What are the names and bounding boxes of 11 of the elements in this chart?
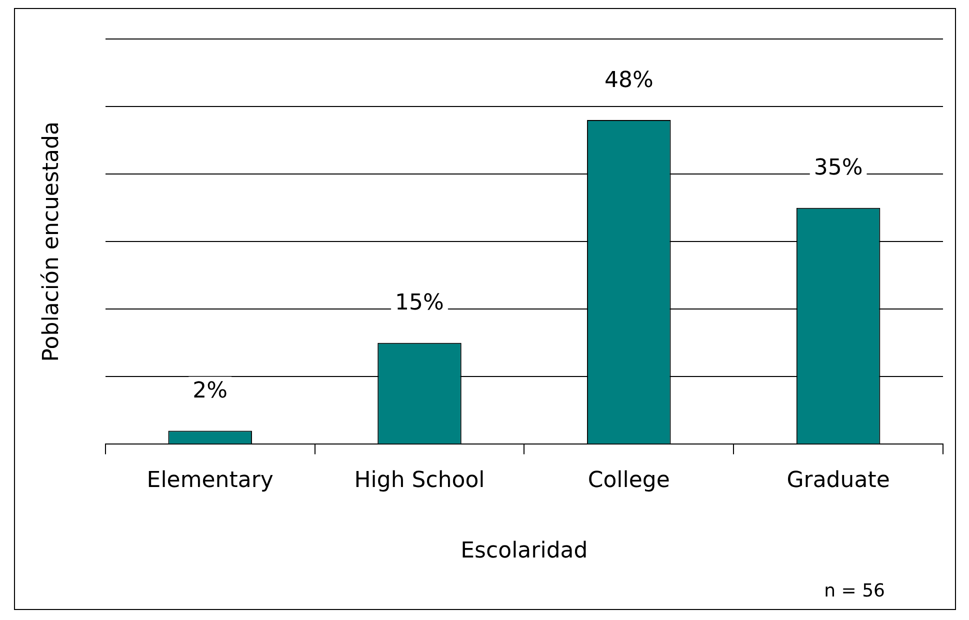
data-label: 35% bbox=[814, 156, 863, 181]
x-tick-label: Elementary bbox=[146, 468, 274, 494]
x-tick-label: Graduate bbox=[786, 468, 890, 494]
y-axis-title: Población encuestada bbox=[38, 122, 64, 362]
x-tick-label: High School bbox=[354, 468, 485, 494]
data-label: 2% bbox=[192, 378, 228, 404]
data-label: 48% bbox=[604, 68, 654, 93]
data-label: 15% bbox=[395, 290, 444, 316]
text: n = 56 bbox=[824, 580, 885, 602]
x-axis-title: Escolaridad bbox=[460, 538, 588, 564]
x-tick-label: College bbox=[588, 468, 670, 494]
